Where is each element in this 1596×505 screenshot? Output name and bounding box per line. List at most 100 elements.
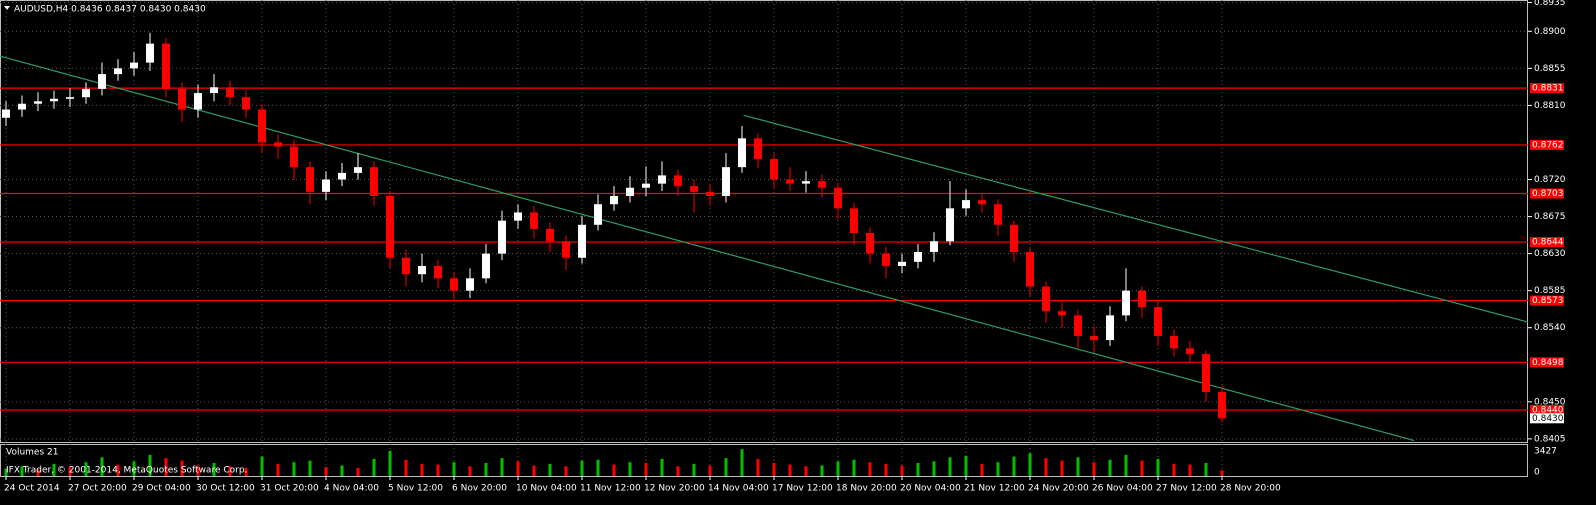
candle-body <box>98 74 106 89</box>
x-tick-label: 17 Nov 12:00 <box>772 484 833 494</box>
footer: IFX Trader, © 2001-2014, MetaQuotes Soft… <box>6 466 247 476</box>
candle-body <box>642 183 650 188</box>
candle-body <box>1058 311 1066 316</box>
y-tick-label: 0.8585 <box>1534 286 1566 296</box>
x-tick-label: 14 Nov 04:00 <box>708 484 769 494</box>
last-price-label: 0.8430 <box>1532 414 1564 424</box>
candle-body <box>1090 335 1098 341</box>
x-tick-label: 20 Nov 04:00 <box>900 484 961 494</box>
candle-body <box>290 146 298 168</box>
y-tick-label: 0.8540 <box>1534 323 1566 333</box>
candle-body <box>82 88 90 98</box>
candle-body <box>514 212 522 221</box>
level-label-box <box>1530 83 1564 94</box>
x-tick-label: 24 Nov 20:00 <box>1028 484 1089 494</box>
candle-body <box>1074 315 1082 336</box>
y-tick-label: 0.8855 <box>1534 64 1566 74</box>
candle-body <box>242 97 250 110</box>
candle-body <box>1170 335 1178 349</box>
candle-body <box>306 167 314 192</box>
candle-body <box>354 167 362 173</box>
x-tick-label: 4 Nov 04:00 <box>324 484 379 494</box>
candle-body <box>434 265 442 279</box>
candle-body <box>674 175 682 187</box>
candle-body <box>658 175 666 184</box>
candle-body <box>1026 251 1034 287</box>
candle-body <box>210 87 218 94</box>
candle-body <box>882 253 890 266</box>
volume-tick-label: 3427 <box>1534 447 1557 457</box>
candle-body <box>530 212 538 229</box>
candle-body <box>386 195 394 258</box>
candle-body <box>1138 290 1146 308</box>
level-label: 0.8498 <box>1532 358 1564 368</box>
candle-body <box>578 224 586 258</box>
candle-body <box>1218 391 1226 419</box>
chart-title: AUDUSD,H4 0.8436 0.8437 0.8430 0.8430 <box>14 5 206 15</box>
candle-body <box>962 200 970 209</box>
candle-body <box>722 167 730 196</box>
candle-body <box>338 172 346 180</box>
trendline <box>0 55 1415 442</box>
candle-body <box>994 204 1002 225</box>
level-label: 0.8440 <box>1532 406 1564 416</box>
menu-arrow[interactable] <box>4 6 10 10</box>
candle-body <box>418 265 426 275</box>
trendline <box>743 114 1528 323</box>
candle-body <box>706 191 714 196</box>
y-tick-label: 0.8720 <box>1534 175 1566 185</box>
level-label: 0.8831 <box>1532 84 1564 94</box>
candle-body <box>402 257 410 275</box>
candle-body <box>786 179 794 184</box>
x-tick-label: 30 Oct 12:00 <box>196 484 255 494</box>
candle-body <box>130 62 138 69</box>
x-tick-label: 21 Nov 12:00 <box>964 484 1025 494</box>
candle-body <box>850 208 858 234</box>
candle-body <box>978 200 986 205</box>
x-tick-label: 5 Nov 12:00 <box>388 484 443 494</box>
candle-body <box>1202 354 1210 392</box>
candle-body <box>1010 224 1018 252</box>
candle-body <box>946 208 954 242</box>
candle-body <box>546 228 554 242</box>
x-tick-label: 28 Nov 20:00 <box>1220 484 1281 494</box>
candle-body <box>594 204 602 225</box>
candle-body <box>898 261 906 266</box>
candle-body <box>322 179 330 192</box>
candle-body <box>258 109 266 143</box>
candle-body <box>930 241 938 252</box>
x-tick-label: 6 Nov 20:00 <box>452 484 507 494</box>
candle-body <box>770 158 778 180</box>
candle-body <box>626 187 634 196</box>
candle-body <box>738 138 746 168</box>
x-tick-label: 26 Nov 04:00 <box>1092 484 1153 494</box>
candle-body <box>18 103 26 110</box>
x-tick-label: 18 Nov 20:00 <box>836 484 897 494</box>
level-label-box <box>1530 237 1564 248</box>
plot-frame <box>0 0 1528 443</box>
candle-body <box>802 181 810 184</box>
candle-body <box>146 43 154 63</box>
candle-body <box>274 142 282 147</box>
y-tick-label: 0.8935 <box>1534 0 1566 8</box>
candle-body <box>754 138 762 159</box>
x-tick-label: 31 Oct 20:00 <box>260 484 319 494</box>
level-label: 0.8573 <box>1532 296 1564 306</box>
volume-panel <box>4 449 1224 476</box>
candle-body <box>162 43 170 89</box>
volume-title: Volumes 21 <box>6 448 58 458</box>
candle-body <box>178 88 186 110</box>
x-tick-label: 12 Nov 20:00 <box>644 484 705 494</box>
candle-body <box>1042 286 1050 312</box>
level-label: 0.8703 <box>1532 189 1564 199</box>
x-tick-label: 10 Nov 04:00 <box>516 484 577 494</box>
candle-body <box>1186 348 1194 355</box>
candle-body <box>498 220 506 254</box>
y-tick-label: 0.8630 <box>1534 249 1566 259</box>
level-label-box <box>1530 139 1564 150</box>
candle-body <box>914 251 922 262</box>
candle-body <box>690 186 698 192</box>
